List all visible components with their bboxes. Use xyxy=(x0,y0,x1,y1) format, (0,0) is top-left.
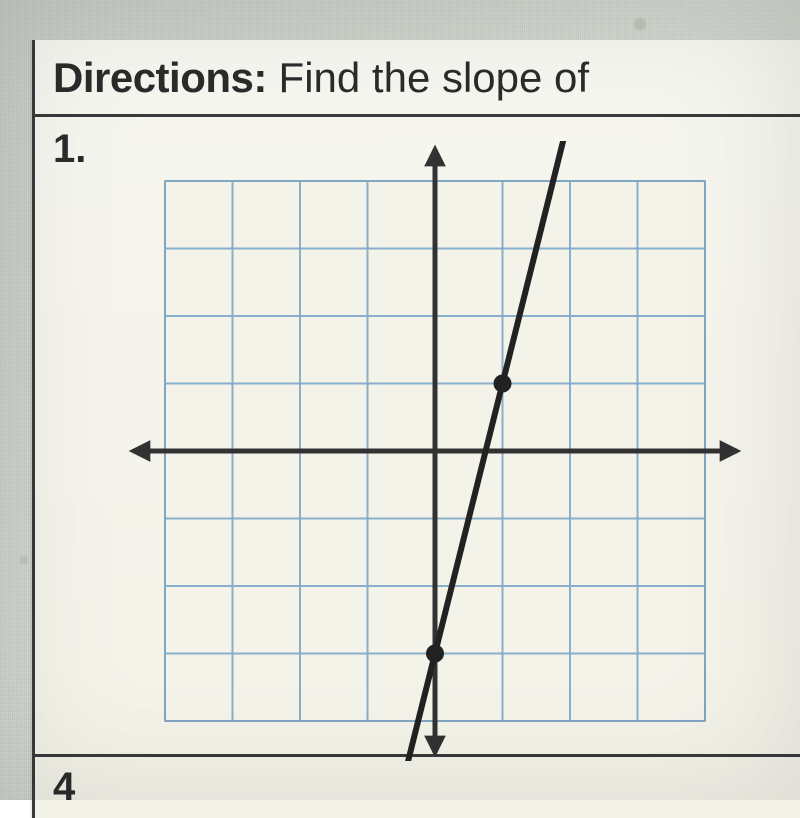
directions-text: Find the slope of xyxy=(267,54,589,101)
worksheet-page: Directions: Find the slope of 1. 4 xyxy=(32,40,800,818)
directions-label: Directions: xyxy=(53,54,267,101)
question-cell-1: 1. xyxy=(35,117,800,757)
slope-graph xyxy=(125,141,745,761)
next-row: 4 xyxy=(35,757,800,818)
graph-container xyxy=(125,141,745,761)
next-question-number: 4 xyxy=(53,765,75,809)
directions-row: Directions: Find the slope of xyxy=(35,40,800,117)
